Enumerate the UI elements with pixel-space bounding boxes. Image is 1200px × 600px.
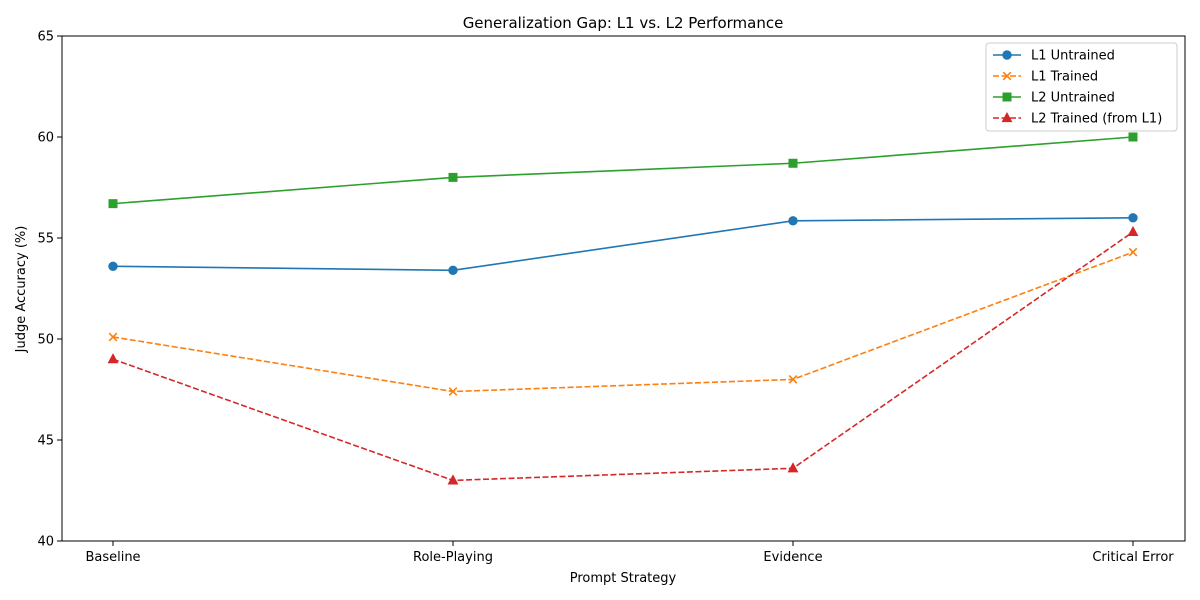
legend-entry: L1 Untrained [993,49,1115,64]
y-tick-label: 45 [37,434,54,449]
series-l1-untrained [108,213,1138,276]
y-tick-label: 65 [37,30,54,45]
data-point [448,172,458,182]
legend-entry: L2 Untrained [993,91,1115,106]
data-point [1128,132,1138,142]
data-point [787,462,799,473]
legend-label: L2 Trained (from L1) [1031,112,1162,127]
data-point [108,332,118,342]
legend-label: L1 Trained [1031,70,1098,85]
data-point [1002,92,1012,102]
data-point [1128,213,1138,223]
x-tick-label: Evidence [763,550,822,565]
series-line [112,251,1134,393]
x-axis: Baseline Role-Playing Evidence Critical Err… [85,541,1174,565]
x-axis-label: Prompt Strategy [570,571,677,586]
chart-title: Generalization Gap: L1 vs. L2 Performanc… [463,14,784,32]
data-point [107,353,119,364]
x-tick-label: Baseline [85,550,140,565]
data-point [1128,247,1138,257]
data-point [1002,71,1012,81]
data-point [108,261,118,271]
legend-label: L1 Untrained [1031,49,1115,64]
data-point [788,158,798,168]
legend-box [985,42,1178,132]
legend-label: L2 Untrained [1031,91,1115,106]
y-tick-label: 60 [37,131,54,146]
series-l2-untrained [108,132,1138,209]
data-point [108,199,118,209]
x-tick-label: Role-Playing [413,550,493,565]
data-point [448,387,458,396]
y-axis-label: Judge Accuracy (%) [14,226,29,354]
data-point [788,216,798,226]
data-point [1002,50,1012,60]
data-point [447,474,459,485]
series-line [112,231,1134,482]
legend-entry: L1 Trained [993,70,1098,85]
y-tick-label: 50 [37,333,54,348]
data-point [448,265,458,276]
series-line [112,136,1134,205]
x-tick-label: Critical Error [1092,550,1174,565]
y-tick-label: 40 [37,535,54,550]
series-layer [107,132,1139,485]
data-point [1127,225,1139,237]
data-point [1001,111,1013,123]
series-line [112,217,1134,272]
legend-entry: L2 Trained (from L1) [993,112,1162,127]
series-l2-trained-from-l1 [107,225,1139,485]
plot-area [61,35,1186,542]
y-axis: 40 45 50 55 60 65 [37,30,62,550]
series-l1-trained [108,247,1138,396]
legend: L1 Untrained L1 Trained L2 Untrained L2 Tra… [985,42,1178,132]
y-tick-label: 55 [37,232,54,247]
plot-frame [61,35,1186,542]
data-point [788,375,798,384]
